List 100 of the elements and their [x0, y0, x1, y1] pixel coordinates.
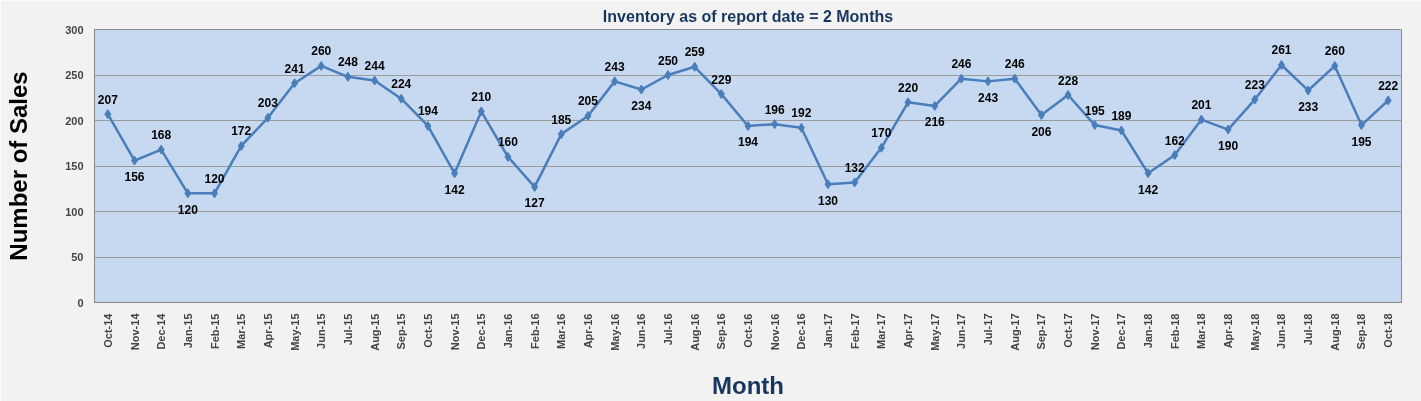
x-tick-label: Jun-17: [955, 313, 968, 349]
point: [797, 122, 805, 133]
x-tick-label: Feb-15: [208, 313, 221, 349]
point: [1331, 60, 1339, 71]
x-tick-label: Jun-16: [635, 313, 648, 349]
point: [504, 151, 512, 162]
x-tick-label: Dec-14: [155, 312, 168, 350]
data-label: 132: [844, 160, 866, 175]
point: [611, 76, 619, 87]
point: [744, 120, 752, 131]
data-label: 172: [231, 124, 252, 139]
data-label: 259: [684, 45, 705, 60]
x-tick-label: Sep-17: [1035, 313, 1048, 350]
point: [237, 140, 245, 151]
x-tick-label: Oct-18: [1382, 313, 1395, 348]
x-tick-label: Apr-15: [261, 313, 274, 349]
x-tick-label: Jan-17: [822, 313, 835, 349]
x-tick-label: Apr-17: [902, 313, 915, 349]
point: [771, 119, 779, 130]
x-tick-label: Jun-18: [1275, 313, 1288, 349]
y-tick-label: 200: [65, 114, 84, 127]
x-tick-label: Jul-15: [341, 313, 354, 346]
point: [637, 84, 645, 95]
x-tick-label: Sep-15: [395, 313, 408, 350]
x-tick-label: May-18: [1248, 313, 1261, 351]
point: [1144, 168, 1152, 179]
data-label: 246: [951, 57, 972, 72]
data-label: 229: [711, 72, 732, 87]
data-label: 170: [871, 126, 892, 141]
data-label: 162: [1164, 133, 1186, 148]
x-tick-label: Mar-15: [235, 313, 248, 349]
data-label: 156: [124, 170, 145, 185]
x-tick-label: Mar-16: [555, 313, 568, 349]
x-tick-label: Apr-16: [581, 313, 594, 349]
x-tick-label: Nov-17: [1088, 313, 1101, 351]
x-tick-label: Apr-18: [1222, 313, 1235, 349]
data-label: 223: [1244, 78, 1266, 93]
point: [1357, 120, 1365, 131]
x-tick-label: Aug-17: [1008, 313, 1021, 351]
data-label: 207: [97, 92, 119, 107]
point: [264, 112, 272, 123]
data-label: 195: [1351, 134, 1372, 149]
data-label: 222: [1378, 78, 1399, 93]
data-label: 203: [257, 96, 279, 111]
data-label: 241: [284, 61, 305, 76]
data-label: 260: [1324, 44, 1346, 59]
point: [1304, 85, 1312, 96]
x-tick-label: Nov-15: [448, 313, 461, 351]
x-tick-label: Jan-18: [1142, 313, 1155, 349]
point: [717, 89, 725, 100]
x-tick-label: Nov-14: [128, 312, 141, 351]
data-label: 206: [1031, 124, 1052, 139]
x-tick-label: May-17: [928, 313, 941, 351]
point: [104, 109, 112, 120]
data-label: 160: [497, 135, 519, 150]
data-label: 201: [1191, 98, 1212, 113]
data-label: 168: [151, 128, 172, 143]
point: [1224, 124, 1232, 135]
point: [131, 155, 139, 166]
point: [1251, 94, 1259, 105]
data-label: 246: [1004, 57, 1026, 72]
data-label: 250: [657, 53, 679, 68]
data-label: 142: [1138, 182, 1159, 197]
data-label: 234: [631, 99, 652, 114]
point: [957, 73, 965, 84]
data-label: 243: [978, 90, 999, 105]
data-label: 205: [577, 94, 599, 109]
x-axis-title: Month: [712, 371, 784, 399]
point: [291, 78, 299, 89]
y-tick-label: 300: [65, 23, 84, 36]
point: [371, 75, 379, 86]
point: [664, 70, 672, 80]
x-tick-label: Jul-16: [661, 313, 674, 346]
point: [531, 181, 539, 192]
point: [1117, 125, 1125, 136]
y-tick-label: 100: [65, 205, 84, 218]
point: [691, 61, 699, 72]
point: [584, 110, 592, 121]
data-label: 243: [604, 59, 625, 74]
point: [317, 60, 325, 71]
data-label: 210: [471, 89, 492, 104]
data-label: 261: [1271, 43, 1292, 58]
data-label: 127: [524, 196, 545, 211]
point: [557, 129, 565, 140]
chart-title: Inventory as of report date = 2 Months: [602, 7, 894, 25]
x-tick-label: Mar-17: [875, 313, 888, 349]
y-tick-label: 250: [65, 69, 84, 81]
data-label: 189: [1111, 109, 1132, 124]
x-tick-label: Oct-15: [421, 313, 434, 348]
data-label: 130: [818, 193, 839, 208]
data-label: 248: [337, 55, 359, 70]
x-tick-label: Sep-18: [1355, 313, 1368, 350]
point: [1064, 90, 1072, 101]
data-label: 142: [444, 182, 465, 197]
y-tick-label: 0: [77, 296, 84, 309]
y-axis-title: Number of Sales: [5, 71, 33, 261]
data-label: 194: [417, 104, 439, 119]
point: [1277, 59, 1285, 70]
x-tick-label: Aug-15: [368, 313, 381, 351]
x-tick-label: Oct-14: [101, 312, 114, 348]
